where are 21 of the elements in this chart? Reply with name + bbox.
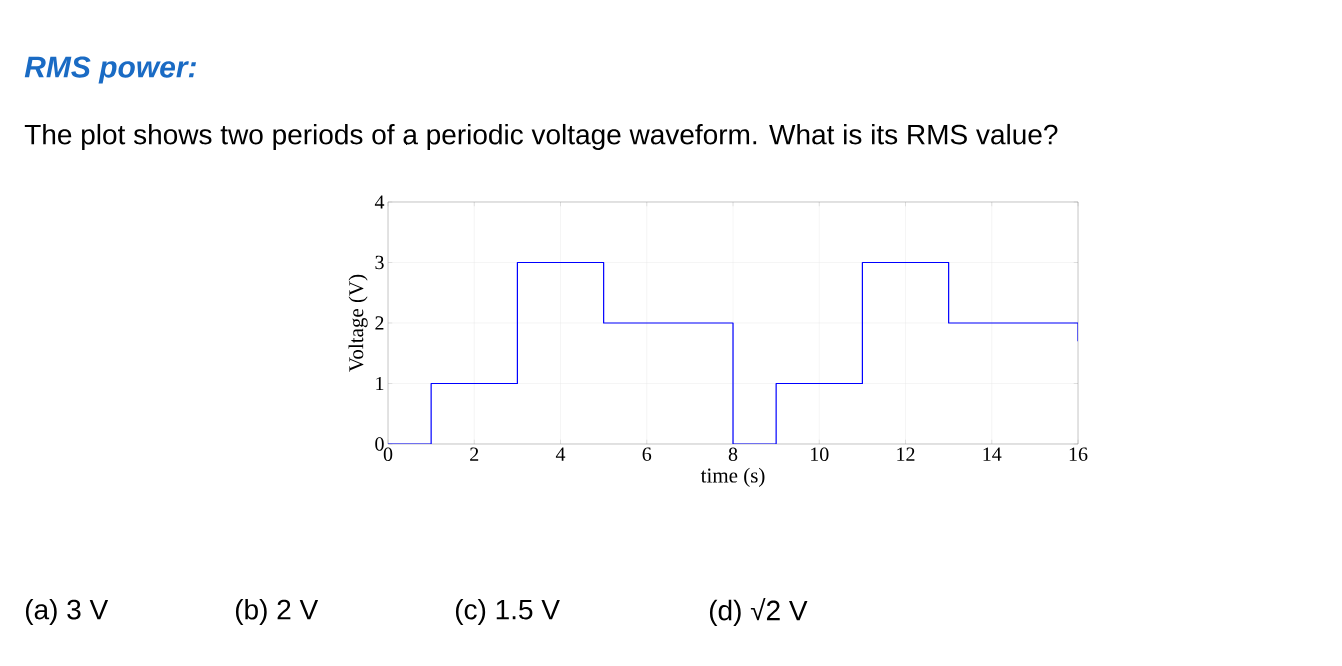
y-tick-label: 1: [376, 376, 384, 391]
text: (d) √2 V: [709, 598, 808, 626]
x-tick-label: 6: [642, 447, 652, 461]
text: (b) 2 V: [235, 598, 319, 626]
x-tick-label: 2: [470, 447, 479, 461]
y-tick-label: 3: [375, 255, 384, 270]
y-tick-label: 4: [374, 195, 385, 209]
x-tick-label: 14: [983, 447, 1002, 461]
x-tick-label: 12: [897, 447, 915, 461]
x-axis-title: time (s): [700, 467, 765, 487]
text: RMS power:: [24, 56, 196, 84]
x-tick-label: 8: [728, 447, 738, 462]
x-tick-label: 4: [555, 447, 566, 461]
text: (c) 1.5 V: [455, 598, 560, 626]
text: (a) 3 V: [25, 598, 109, 626]
y-axis-title: Voltage (V): [348, 274, 368, 372]
x-tick-label: 16: [1069, 447, 1088, 461]
y-tick-label: 0: [375, 437, 384, 451]
y-tick-label: 2: [375, 316, 384, 330]
x-tick-label: 10: [811, 447, 829, 462]
chart-subtitle: The plot shows two periods of a periodic voltage waveform. What is its RMS value?: [24, 123, 1058, 151]
